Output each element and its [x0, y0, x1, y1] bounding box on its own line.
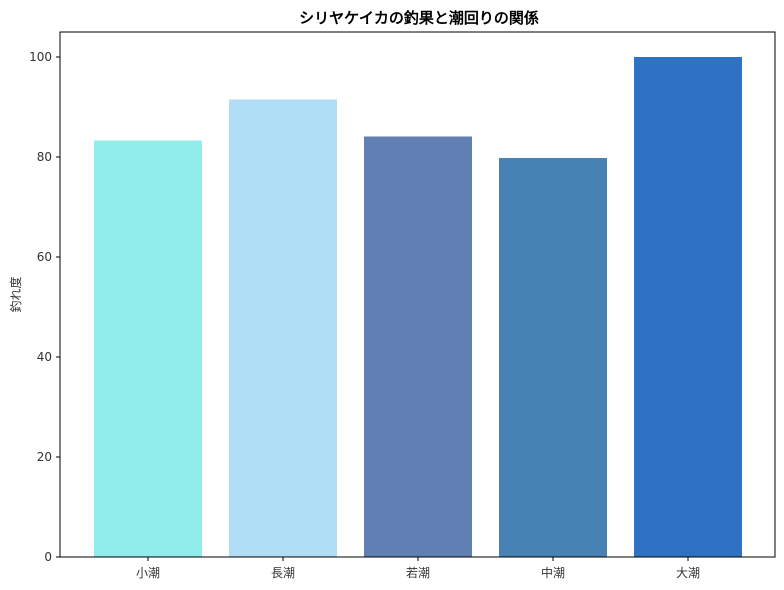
bar-4 [499, 158, 607, 557]
bar-5 [634, 57, 742, 557]
y-axis-label: 釣れ度 [8, 276, 23, 312]
plot-frame [59, 31, 776, 558]
y-tick-label: 60 [37, 250, 52, 264]
y-tick-label: 100 [29, 50, 52, 64]
bar-3 [364, 136, 472, 557]
chart-title: シリヤケイカの釣果と潮回りの関係 [299, 9, 539, 27]
y-tick-label: 0 [44, 550, 52, 564]
y-tick-label: 40 [37, 350, 52, 364]
bar-1 [94, 140, 202, 557]
x-tick-label: 若潮 [406, 565, 430, 580]
y-axis-ticks: 0 20 40 60 80 100 [29, 50, 60, 564]
x-tick-label: 中潮 [541, 565, 565, 580]
x-tick-label: 大潮 [676, 565, 700, 580]
y-tick-label: 20 [37, 450, 52, 464]
bar-2 [229, 99, 337, 557]
bars-group [94, 57, 742, 557]
x-tick-label: 長潮 [271, 565, 295, 580]
x-tick-label: 小潮 [136, 565, 160, 580]
y-tick-label: 80 [37, 150, 52, 164]
x-axis-ticks: 小潮 長潮 若潮 中潮 大潮 [136, 557, 700, 580]
